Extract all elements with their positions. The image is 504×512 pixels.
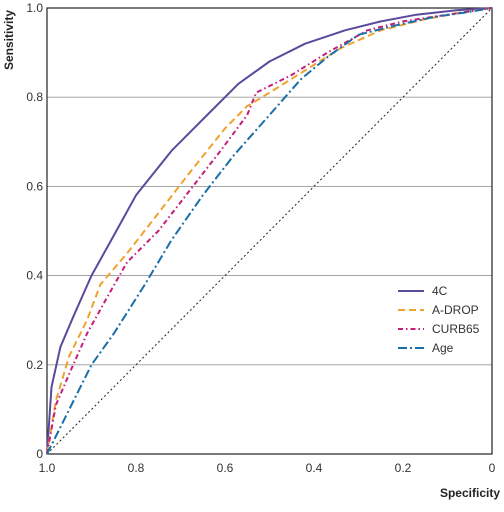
legend: 4C A-DROP CURB65 Age [398, 284, 480, 355]
legend-label: CURB65 [432, 322, 480, 336]
x-tick-label: 0.8 [128, 461, 145, 475]
x-tick-label: 1.0 [39, 461, 56, 475]
legend-label: A-DROP [432, 303, 479, 317]
y-tick-label: 1.0 [26, 1, 43, 15]
reference-diagonal-line [46, 7, 493, 455]
gridlines [47, 96, 492, 366]
series-line-curb65 [46, 7, 493, 455]
y-axis-title: Sensitivity [2, 10, 16, 70]
y-tick-label: 0.6 [26, 179, 43, 193]
x-tick-label: 0 [489, 461, 496, 475]
axis-ticks: 0 0.2 0.4 0.6 0.8 1.0 1.0 0.8 0.6 0.4 0.2 0 [26, 1, 495, 475]
y-tick-label: 0.2 [26, 358, 43, 372]
plot-frame [46, 7, 493, 455]
y-tick-label: 0.4 [26, 269, 43, 283]
legend-label: 4C [432, 284, 448, 298]
y-tick-label: 0.8 [26, 90, 43, 104]
x-axis-title: Specificity [440, 486, 500, 500]
x-tick-label: 0.6 [217, 461, 234, 475]
series-line-4c [46, 7, 493, 455]
series-line-a-drop [46, 7, 493, 455]
y-tick-label: 0 [36, 447, 43, 461]
series-lines [46, 7, 493, 455]
legend-label: Age [432, 341, 454, 355]
series-line-age [46, 7, 493, 455]
x-tick-label: 0.4 [306, 461, 323, 475]
x-tick-label: 0.2 [395, 461, 412, 475]
